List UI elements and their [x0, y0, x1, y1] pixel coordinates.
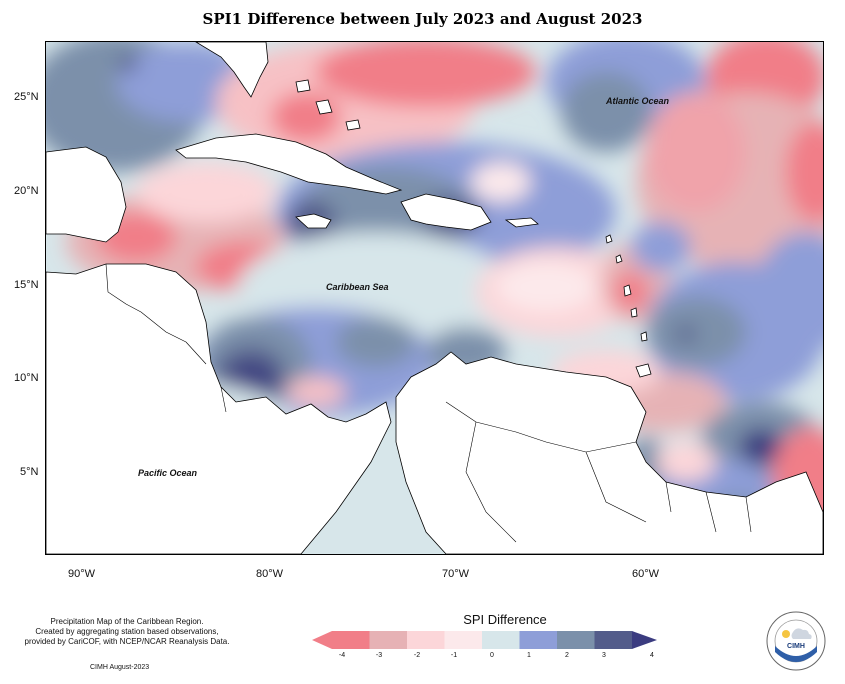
credit-text: CIMH August-2023	[90, 664, 150, 671]
legend-title: SPI Difference	[463, 612, 547, 627]
legend-swatch	[519, 631, 557, 649]
legend-swatch	[444, 631, 482, 649]
legend-swatch	[407, 631, 445, 649]
map-description: Precipitation Map of the Caribbean Regio…	[12, 617, 242, 647]
description-line: provided by CariCOF, with NCEP/NCAR Rean…	[24, 637, 230, 646]
description-line: Created by aggregating station based obs…	[35, 627, 219, 636]
legend-swatch	[482, 631, 520, 649]
lon-tick-70w: 70°W	[442, 568, 470, 580]
legend-tick: -3	[375, 652, 383, 659]
legend-arrow-right	[632, 631, 657, 649]
legend-tick: -2	[413, 652, 421, 659]
country-borders	[105, 263, 752, 543]
legend-tick: 1	[527, 652, 531, 659]
lat-tick-15n: 15°N	[14, 279, 39, 291]
legend-swatch	[369, 631, 407, 649]
description-line: Precipitation Map of the Caribbean Regio…	[50, 617, 204, 626]
legend-tick: 0	[490, 652, 494, 659]
legend-arrow-left	[312, 631, 332, 649]
legend-tick: 2	[565, 652, 569, 659]
spi-difference-field	[46, 42, 823, 554]
lat-tick-25n: 25°N	[14, 91, 39, 103]
legend-colorbar	[312, 631, 657, 649]
legend-tick: -1	[450, 652, 458, 659]
cimh-logo: CIMH	[766, 611, 826, 671]
legend-tick: -4	[338, 652, 346, 659]
legend-swatch	[332, 631, 370, 649]
lat-tick-20n: 20°N	[14, 185, 39, 197]
lon-tick-90w: 90°W	[68, 568, 96, 580]
legend-tick: 3	[602, 652, 606, 659]
legend-swatch	[594, 631, 632, 649]
lat-tick-10n: 10°N	[14, 372, 39, 384]
spi-map: Atlantic Ocean Caribbean Sea Pacific Oce…	[45, 41, 824, 555]
legend-tick: 4	[650, 652, 654, 659]
logo-text: CIMH	[787, 643, 805, 650]
label-atlantic-ocean: Atlantic Ocean	[606, 96, 670, 106]
label-caribbean-sea: Caribbean Sea	[326, 282, 389, 292]
map-title: SPI1 Difference between July 2023 and Au…	[202, 10, 643, 28]
lon-tick-60w: 60°W	[632, 568, 660, 580]
label-pacific-ocean: Pacific Ocean	[138, 468, 198, 478]
lon-tick-80w: 80°W	[256, 568, 284, 580]
legend-swatch	[557, 631, 595, 649]
lat-tick-5n: 5°N	[20, 466, 39, 478]
land-masses	[46, 42, 823, 554]
